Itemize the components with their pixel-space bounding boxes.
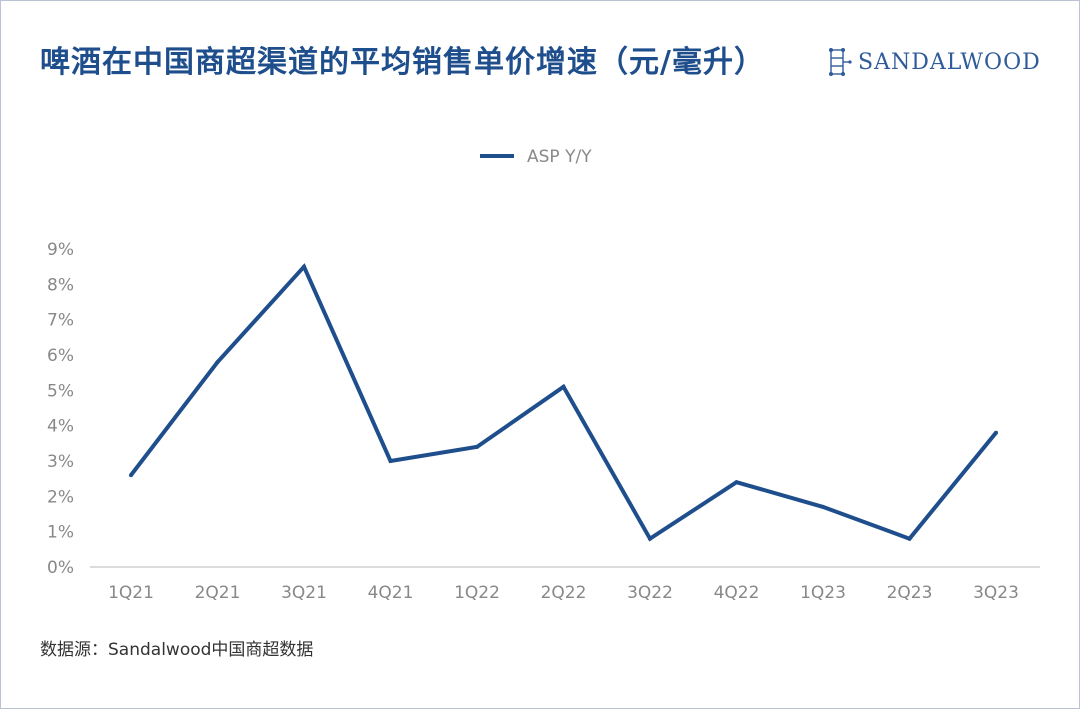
x-tick-label: 1Q23 [800, 583, 846, 603]
data-point [302, 264, 306, 269]
data-point [821, 504, 825, 509]
y-tick-label: 9% [47, 240, 74, 260]
data-point [129, 473, 133, 478]
data-point [561, 384, 566, 389]
x-tick-label: 3Q23 [973, 583, 1019, 603]
source-note: 数据源：Sandalwood中国商超数据 [40, 640, 314, 660]
y-tick-label: 8% [47, 275, 74, 295]
x-tick-label: 3Q21 [281, 583, 327, 603]
data-point [388, 459, 393, 463]
y-tick-label: 6% [47, 346, 74, 366]
x-tick-label: 2Q23 [887, 583, 933, 603]
data-point [907, 536, 912, 541]
data-point [994, 430, 998, 435]
y-tick-label: 4% [47, 417, 74, 437]
x-tick-label: 3Q22 [627, 583, 673, 603]
y-tick-label: 1% [47, 523, 74, 543]
y-tick-label: 5% [47, 381, 74, 401]
y-tick-label: 0% [47, 558, 74, 578]
x-tick-label: 1Q22 [454, 583, 500, 603]
y-tick-label: 7% [47, 311, 74, 331]
x-tick-label: 1Q21 [108, 583, 154, 603]
data-point [475, 444, 479, 449]
brand-logo: SANDALWOOD [826, 44, 1041, 80]
data-point [215, 360, 220, 365]
x-tick-label: 4Q21 [368, 583, 414, 603]
data-point [648, 536, 652, 541]
data-point [734, 480, 739, 485]
sandalwood-logo-icon [829, 48, 852, 76]
brand-name: SANDALWOOD [858, 49, 1041, 75]
y-tick-label: 3% [47, 452, 74, 472]
series-line [129, 263, 998, 542]
legend-label: ASP Y/Y [527, 147, 592, 167]
x-tick-label: 2Q21 [195, 583, 241, 603]
chart-title: 啤酒在中国商超渠道的平均销售单价增速（元/毫升） [40, 45, 765, 80]
y-tick-label: 2% [47, 487, 74, 507]
x-tick-label: 4Q22 [714, 583, 760, 603]
x-tick-label: 2Q22 [541, 583, 587, 603]
